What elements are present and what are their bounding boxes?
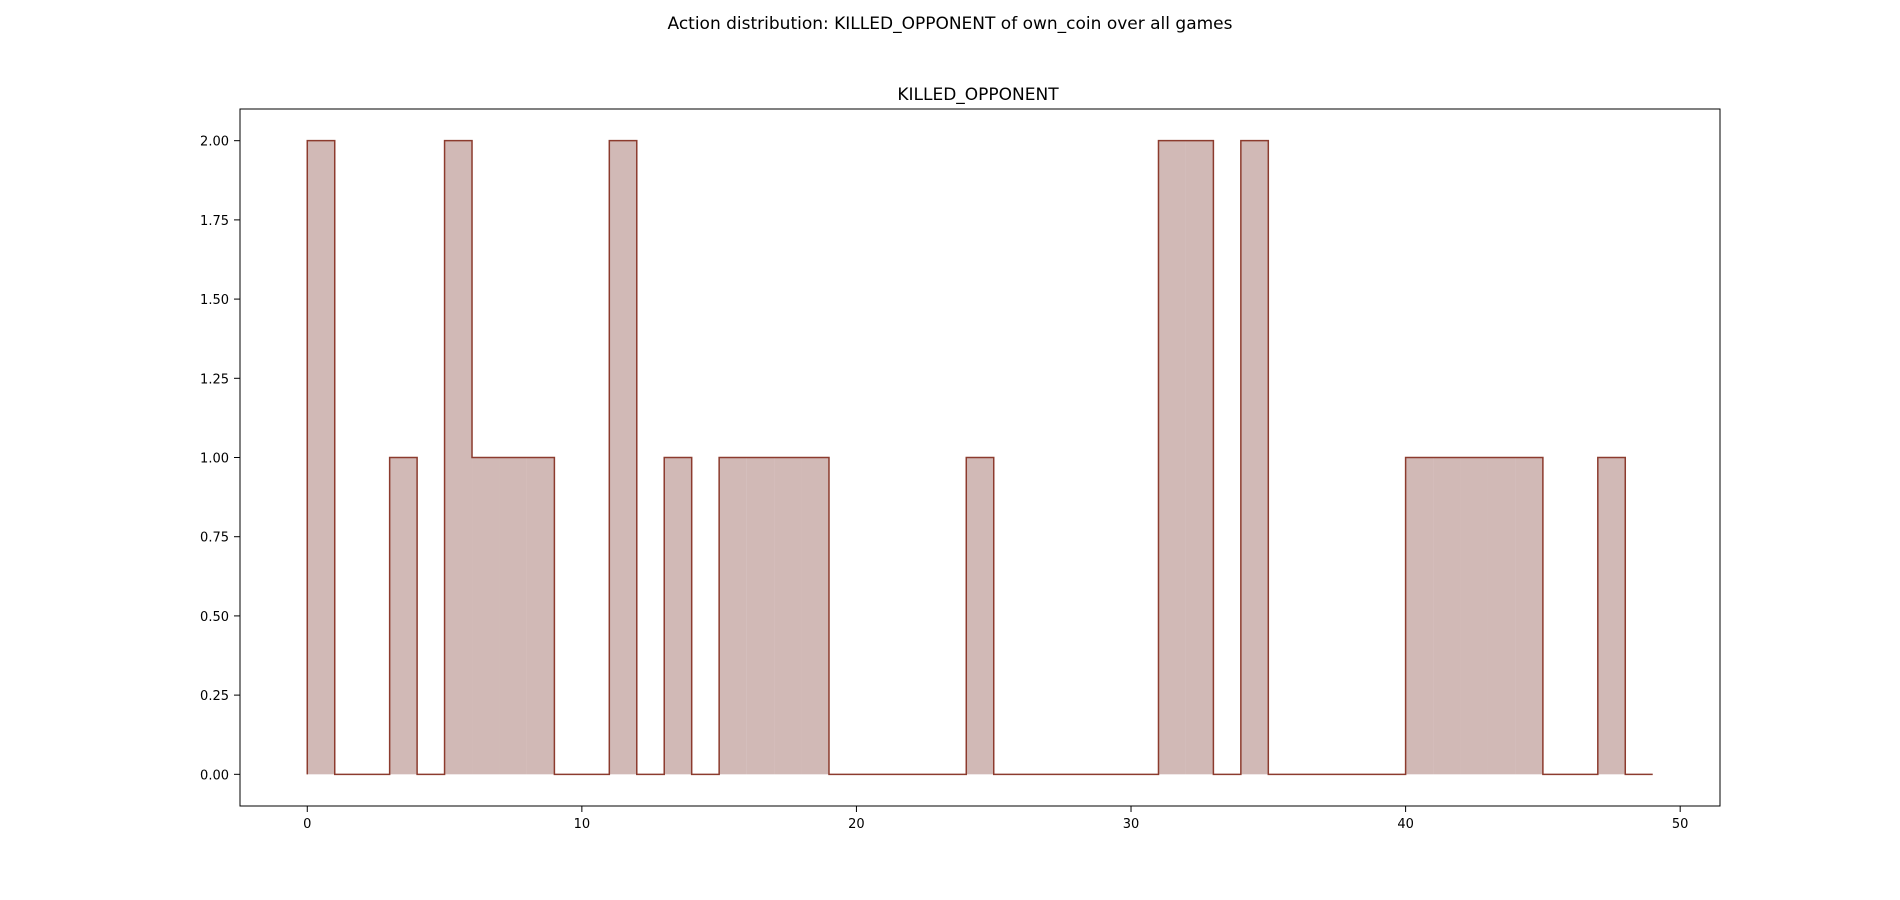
step-bar — [1597, 457, 1626, 775]
step-bar — [664, 457, 692, 775]
step-bar — [1487, 457, 1516, 775]
y-tick-label: 0.25 — [200, 689, 229, 704]
x-tick-label: 30 — [1123, 817, 1140, 832]
step-bar — [499, 457, 527, 775]
step-bar — [719, 457, 747, 775]
y-tick-label: 0.00 — [200, 768, 229, 783]
step-bar — [1515, 457, 1543, 775]
step-bar — [746, 457, 775, 775]
x-tick-label: 10 — [574, 817, 591, 832]
y-tick-label: 2.00 — [200, 135, 229, 150]
x-tick-label: 50 — [1672, 817, 1689, 832]
step-bar — [966, 457, 994, 775]
step-bar — [307, 140, 335, 775]
figure-title: Action distribution: KILLED_OPPONENT of … — [667, 14, 1233, 34]
plot-area: 0 10 20 30 40 50 0.00 0.25 0.50 0.75 1.00 1.25 1.50 1… — [200, 108, 1721, 832]
y-tick-label: 1.50 — [200, 293, 229, 308]
step-bar — [1460, 457, 1488, 775]
y-tick-label: 0.75 — [200, 531, 229, 546]
step-bar — [1185, 140, 1214, 775]
y-tick-label: 1.75 — [200, 214, 229, 229]
x-tick-label: 40 — [1397, 817, 1414, 832]
step-bar — [801, 457, 829, 775]
y-tick-label: 0.50 — [200, 610, 229, 625]
step-bar — [609, 140, 637, 775]
step-bar — [389, 457, 418, 775]
y-tick-label: 1.00 — [200, 452, 229, 467]
step-bar — [1433, 457, 1461, 775]
step-bar — [1158, 140, 1186, 775]
step-bar — [1405, 457, 1434, 775]
step-bar — [444, 140, 473, 775]
x-tick-label: 20 — [848, 817, 865, 832]
x-tick-label: 0 — [303, 817, 311, 832]
step-bar — [774, 457, 802, 775]
step-bar — [1240, 140, 1269, 775]
step-line — [306, 139, 1653, 776]
axes-title: KILLED_OPPONENT — [897, 85, 1059, 105]
y-tick-label: 1.25 — [200, 372, 229, 387]
step-bar — [526, 457, 555, 775]
step-bar — [472, 457, 500, 775]
